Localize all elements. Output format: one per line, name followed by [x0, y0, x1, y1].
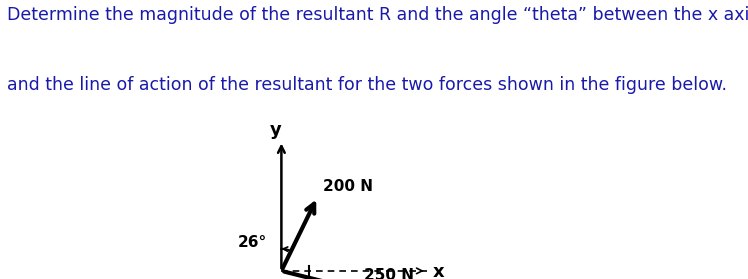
Text: y: y — [269, 121, 281, 139]
Text: 200 N: 200 N — [323, 179, 373, 194]
Text: 250 N: 250 N — [364, 268, 414, 279]
Text: and the line of action of the resultant for the two forces shown in the figure b: and the line of action of the resultant … — [7, 76, 728, 94]
Text: x: x — [433, 263, 444, 279]
Text: 26°: 26° — [238, 235, 267, 250]
Text: Determine the magnitude of the resultant R and the angle “theta” between the x a: Determine the magnitude of the resultant… — [7, 6, 748, 24]
